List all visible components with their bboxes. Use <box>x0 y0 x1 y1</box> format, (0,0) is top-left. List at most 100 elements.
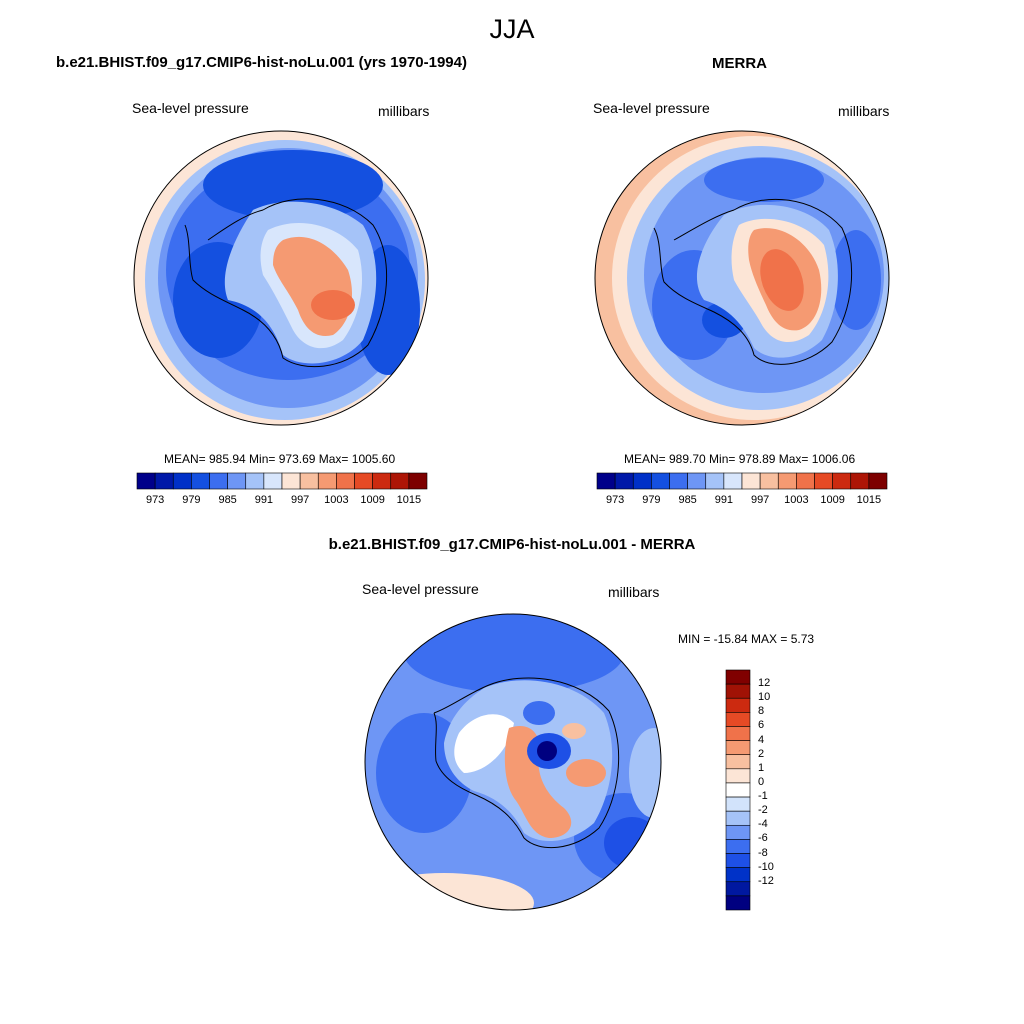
panel-1-colorbar-swatch-9 <box>299 472 319 490</box>
panel-3-low-interior-core <box>537 741 557 761</box>
panel-2-colorbar-swatch-15 <box>868 472 888 490</box>
panel-3-colorbar-swatch-2 <box>725 697 751 713</box>
panel-3-colorbar-swatch-13 <box>725 853 751 868</box>
panel-1-colorbar-swatch-2 <box>172 472 192 490</box>
panel-3-colorbar-tick-label: 6 <box>758 719 765 732</box>
panel-3-colorbar-swatch-3 <box>725 712 751 727</box>
panel-1-low-north <box>203 150 383 220</box>
panel-3-pale-southeast <box>629 728 661 818</box>
panel-3-colorbar-ticks: 12 10 8 6 4 2 1 0 -1 -2 -4 -6 -8 -10 -12 <box>758 670 798 910</box>
panel-3-colorbar-tick-label: -6 <box>758 832 768 845</box>
panel-2-colorbar-swatch-12 <box>814 472 833 490</box>
panel-1-colorbar-swatch-13 <box>372 472 392 490</box>
panel-1-stats: MEAN= 985.94 Min= 973.69 Max= 1005.60 <box>164 452 396 466</box>
panel-2-colorbar-tick-label: 979 <box>642 494 661 506</box>
panel-3-colorbar-swatch-1 <box>725 683 751 699</box>
panel-3-colorbar-tick-label: 1 <box>758 761 765 774</box>
panel-2-polar-map <box>594 130 890 426</box>
panel-2-units-label: millibars <box>838 103 890 119</box>
panel-3-colorbar-swatch-16 <box>725 895 751 911</box>
panel-3-map-border <box>364 613 662 911</box>
panel-1-high-core <box>311 290 355 320</box>
panel-3-colorbar-tick-label: -8 <box>758 846 768 859</box>
panel-3-colorbar-swatch-11 <box>725 824 751 840</box>
panel-2-colorbar-tick-label: 1015 <box>856 494 882 506</box>
panel-3-title: b.e21.BHIST.f09_g17.CMIP6-hist-noLu.001 … <box>328 536 696 553</box>
panel-1-colorbar-tick-label: 991 <box>254 494 274 506</box>
panel-1-coastline <box>184 198 388 368</box>
panel-1-polar-map <box>133 130 429 426</box>
panel-3-coastline <box>433 677 620 849</box>
panel-1-colorbar-swatch-4 <box>209 472 228 490</box>
panel-1-colorbar-swatch-15 <box>408 472 428 490</box>
panel-3-colorbar-swatch-7 <box>725 768 751 784</box>
panel-2-colorbar-ticks: 973 979 985 991 997 1003 1009 1015 <box>597 494 887 510</box>
panel-2-colorbar <box>596 472 888 490</box>
panel-2-colorbar-tick-label: 973 <box>605 494 625 506</box>
panel-3-colorbar-tick-label: 12 <box>758 677 771 690</box>
panel-3-colorbar-swatch-4 <box>725 726 751 741</box>
panel-1-colorbar-swatch-10 <box>317 472 337 490</box>
panel-2-colorbar-swatch-7 <box>723 472 743 490</box>
panel-2-colorbar-tick-label: 985 <box>678 494 697 506</box>
panel-3-high-east <box>566 759 606 787</box>
panel-2-high-core <box>760 249 804 311</box>
panel-2-title: MERRA <box>712 55 767 72</box>
panel-1-colorbar-tick-label: 1009 <box>360 494 385 506</box>
panel-3-units-label: millibars <box>608 584 660 600</box>
panel-1-variable-label: Sea-level pressure <box>132 100 249 116</box>
panel-1-colorbar-tick-label: 979 <box>182 494 201 506</box>
panel-3-colorbar-tick-label: 0 <box>758 775 765 788</box>
panel-3-colorbar <box>725 669 751 911</box>
panel-1-map-border <box>133 130 429 426</box>
panel-2-colorbar-swatch-11 <box>796 472 815 490</box>
panel-1-colorbar-swatch-12 <box>354 472 373 490</box>
panel-1-colorbar-tick-label: 1003 <box>324 494 349 506</box>
panel-3-stats: MIN = -15.84 MAX = 5.73 <box>678 632 815 646</box>
panel-2-colorbar-swatch-4 <box>669 472 688 490</box>
panel-3-colorbar-swatch-15 <box>725 881 751 897</box>
panel-1-colorbar-swatch-7 <box>263 472 283 490</box>
panel-1-colorbar-tick-label: 1015 <box>396 494 422 506</box>
panel-3-pale-southwest <box>365 873 534 910</box>
panel-3-colorbar-swatch-5 <box>725 740 751 756</box>
figure-title: JJA <box>489 14 535 44</box>
panel-2-colorbar-swatch-1 <box>614 472 634 490</box>
panel-2-stats: MEAN= 989.70 Min= 978.89 Max= 1006.06 <box>624 452 856 466</box>
panel-3-colorbar-swatch-14 <box>725 867 751 883</box>
panel-2-colorbar-swatch-9 <box>759 472 779 490</box>
panel-3-colorbar-tick-label: -2 <box>758 804 768 817</box>
panel-2-colorbar-swatch-2 <box>632 472 652 490</box>
panel-1-title: b.e21.BHIST.f09_g17.CMIP6-hist-noLu.001 … <box>56 54 467 71</box>
panel-3-colorbar-tick-label: -10 <box>758 860 774 873</box>
panel-2-colorbar-swatch-0 <box>596 472 616 490</box>
panel-1-colorbar-ticks: 973 979 985 991 997 1003 1009 1015 <box>137 494 427 510</box>
panel-2-colorbar-tick-label: 991 <box>714 494 734 506</box>
panel-3-colorbar-swatch-6 <box>725 754 751 770</box>
panel-2-colorbar-tick-label: 1009 <box>820 494 845 506</box>
panel-3-colorbar-swatch-12 <box>725 839 751 854</box>
panel-3-colorbar-tick-label: -1 <box>758 790 768 803</box>
panel-3-colorbar-tick-label: 4 <box>758 733 765 746</box>
panel-2-colorbar-swatch-6 <box>705 472 725 490</box>
panel-3-colorbar-swatch-8 <box>725 782 751 798</box>
panel-3-high-northeast <box>562 723 586 739</box>
panel-2-colorbar-swatch-14 <box>850 472 870 490</box>
panel-3-variable-label: Sea-level pressure <box>362 581 479 597</box>
panel-3-polar-map <box>364 613 662 911</box>
panel-2-colorbar-tick-label: 997 <box>750 494 770 506</box>
panel-3-colorbar-swatch-0 <box>725 669 751 685</box>
panel-1-colorbar-swatch-1 <box>154 472 174 490</box>
panel-1-colorbar-swatch-5 <box>227 472 247 490</box>
panel-2-colorbar-swatch-10 <box>777 472 797 490</box>
panel-3-antarctica-white <box>454 714 514 773</box>
panel-1-units-label: millibars <box>378 103 430 119</box>
panel-2-colorbar-swatch-5 <box>687 472 707 490</box>
panel-2-colorbar-tick-label: 1003 <box>784 494 809 506</box>
panel-3-high-center <box>504 725 572 838</box>
panel-3-colorbar-tick-label: 10 <box>758 691 771 704</box>
panel-2-map-border <box>594 130 890 426</box>
panel-1-colorbar-tick-label: 973 <box>145 494 165 506</box>
panel-1-colorbar <box>136 472 428 490</box>
panel-2-low-north <box>704 158 824 202</box>
